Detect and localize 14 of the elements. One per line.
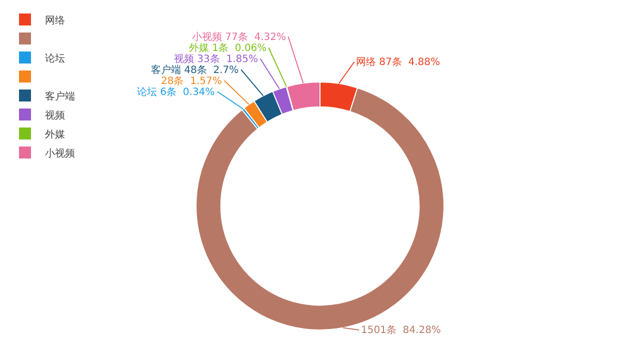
legend-label: 论坛 (45, 52, 65, 64)
legend-label: 客户端 (45, 90, 75, 102)
data-label: 28条 1.57% (161, 75, 222, 87)
legend-label: 外媒 (45, 129, 65, 140)
data-label: 1501条 84.28% (361, 324, 441, 336)
data-label: 网络 87条 4.88% (356, 56, 440, 68)
legend-label: 小视频 (45, 147, 75, 160)
legend-label: 网络 (45, 14, 65, 26)
data-label: 视频 33条 1.85% (174, 53, 258, 65)
data-label: 客户端 48条 2.7% (151, 64, 239, 76)
data-label: 论坛 6条 0.34% (137, 86, 215, 98)
data-label: 外媒 1条 0.06% (189, 42, 267, 54)
legend-label: 视频 (45, 109, 65, 122)
data-label: 小视频 77条 4.32% (192, 31, 286, 43)
